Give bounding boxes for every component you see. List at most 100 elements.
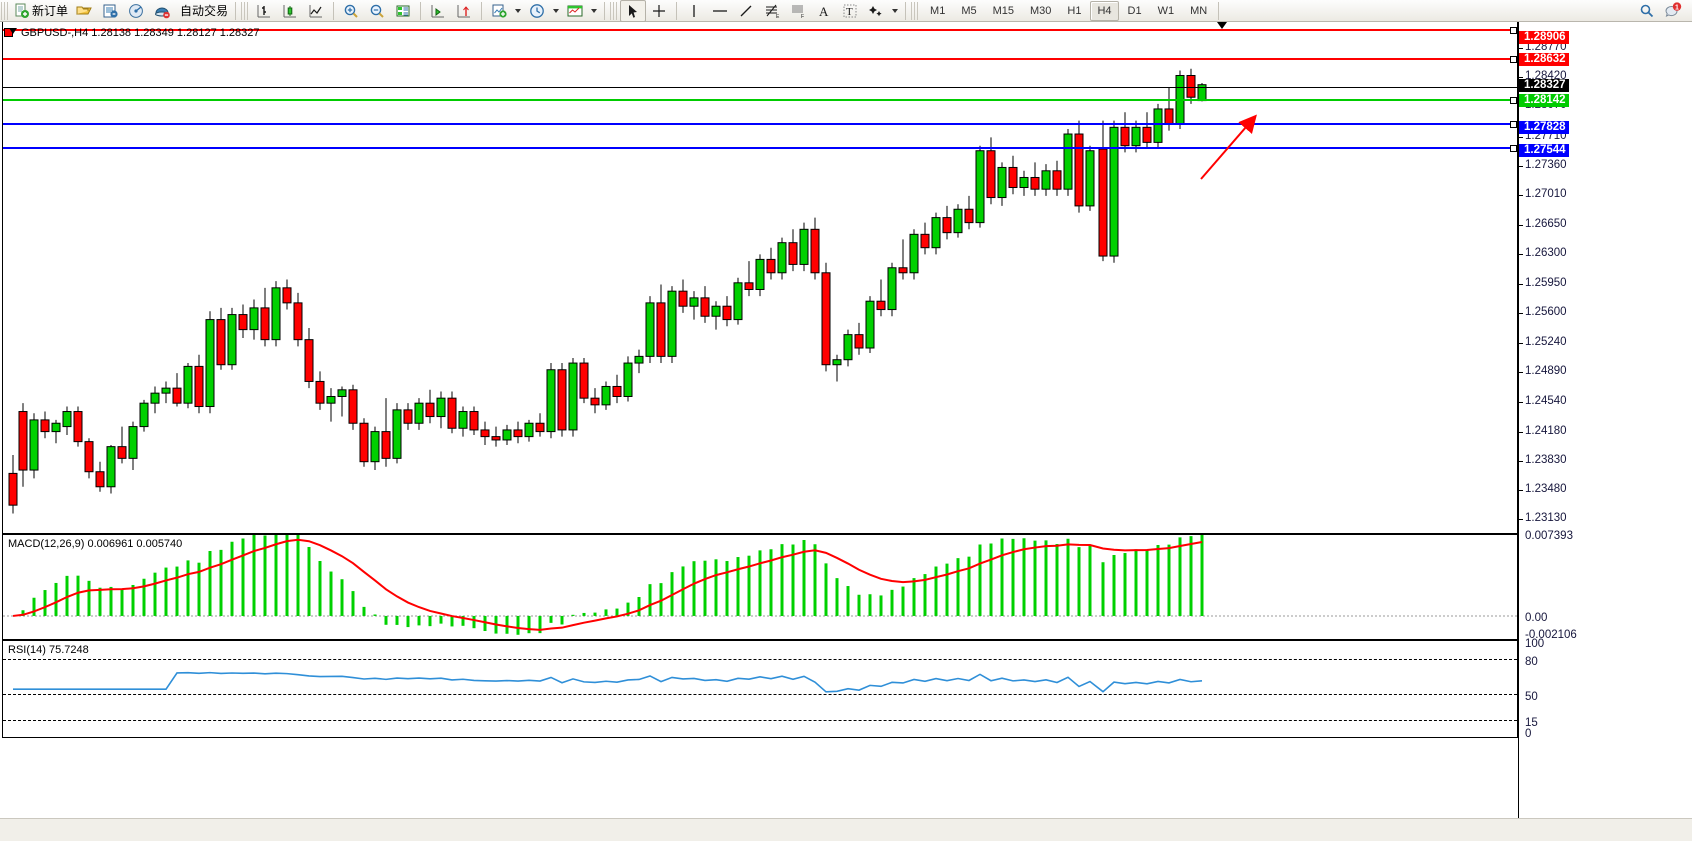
price-tick-label: 1.24180 [1525,424,1567,437]
toolbar-separator-2 [333,1,335,20]
candle [513,421,523,444]
candle [326,388,336,422]
support-line-1[interactable] [3,121,1517,128]
price-tick-label: 1.26300 [1525,247,1567,260]
chart-area[interactable]: GBPUSD-,H4 1.28138 1.28349 1.28127 1.283… [0,22,1692,840]
period-dropdown-caret[interactable] [553,8,560,13]
indicators-icon [492,4,507,18]
vertical-line-button[interactable] [681,0,707,22]
current-price-line [3,87,1517,88]
timeframe-m30[interactable]: M30 [1030,4,1052,17]
new-order-label: 新订单 [32,4,69,18]
rsi-pane[interactable]: RSI(14) 75.7248 [2,640,1518,738]
toolbar-grip[interactable] [1,1,8,20]
line-handle[interactable] [1510,27,1517,34]
autotrading-button[interactable]: 自动交易 [175,0,231,22]
candlestick-chart-button[interactable] [277,0,303,22]
channel-icon: F [792,5,804,19]
candle [1019,170,1029,196]
line-handle[interactable] [1510,121,1517,128]
resistance-line-1[interactable] [3,27,1517,34]
search-button[interactable] [1634,0,1660,22]
candle [293,292,303,347]
candle [843,329,853,367]
toolbar-grip-3[interactable] [610,1,618,20]
price-tick-label: 1.24890 [1525,365,1567,378]
price-pane[interactable]: GBPUSD-,H4 1.28138 1.28349 1.28127 1.283… [2,22,1518,534]
price-tick-mark [1519,372,1523,374]
price-marker-resistance[interactable]: 1.28906 [1519,30,1569,44]
support-line-2[interactable] [3,145,1517,152]
candle [931,212,941,255]
templates-dropdown-caret[interactable] [591,8,598,13]
price-marker-support[interactable]: 1.27544 [1519,144,1569,158]
chart-shift-button[interactable] [425,0,451,22]
new-order-button[interactable]: 新订单 [11,0,71,22]
toolbar-grip-4[interactable] [911,1,919,20]
candle [788,229,798,272]
price-marker-current-price[interactable]: 1.28327 [1519,78,1569,92]
shapes-dropdown-caret[interactable] [892,8,899,13]
shapes-button[interactable] [863,0,889,22]
price-marker-resistance[interactable]: 1.28632 [1519,53,1569,67]
text-button[interactable]: A [811,0,837,22]
candle [942,205,952,240]
candle [183,363,193,409]
indicators-dropdown-caret[interactable] [515,8,522,13]
period-button[interactable] [524,0,550,22]
horizontal-line-button[interactable] [707,0,733,22]
main-toolbar: 新订单 自动交易 [0,0,1692,22]
zoom-in-button[interactable] [338,0,364,22]
candle [128,421,138,471]
alerts-button[interactable]: 1 [1660,0,1686,22]
crosshair-button[interactable] [646,0,672,22]
candle [40,411,50,439]
resistance-line-2[interactable] [3,56,1517,63]
trendline-button[interactable] [733,0,759,22]
line-handle[interactable] [1510,97,1517,104]
candle [117,426,127,464]
symbol-expand-arrow-icon[interactable] [9,28,17,34]
cursor-button[interactable] [620,0,647,22]
candle [447,391,457,434]
line-handle[interactable] [1510,145,1517,152]
text-label-icon: T [843,4,857,18]
folder-button[interactable] [71,0,97,22]
timeframe-h1[interactable]: H1 [1067,4,1082,17]
tile-windows-icon [396,5,410,16]
candle [29,413,39,479]
signals-button[interactable] [123,0,149,22]
fibonacci-button[interactable]: E [759,0,785,22]
timeframe-m5[interactable]: M5 [961,4,977,17]
candle [975,145,985,228]
candle [161,381,171,404]
templates-button[interactable] [562,0,588,22]
macd-pane[interactable]: MACD(12,26,9) 0.006961 0.005740 [2,534,1518,640]
expert-advisor-button[interactable] [149,0,175,22]
line-chart-button[interactable] [303,0,329,22]
data-window-button[interactable] [97,0,123,22]
indicators-button[interactable] [486,0,512,22]
zoom-out-button[interactable] [364,0,390,22]
timeframe-w1[interactable]: W1 [1157,4,1175,17]
channel-button[interactable]: F [785,0,811,22]
price-marker-support[interactable]: 1.27828 [1519,120,1569,134]
timeframe-mn[interactable]: MN [1190,4,1208,17]
candle [678,279,688,313]
candle [249,299,259,340]
timeframe-m1[interactable]: M1 [930,4,946,17]
auto-scroll-button[interactable] [451,0,477,22]
timeframe-m15[interactable]: M15 [992,4,1014,17]
tile-windows-button[interactable] [390,0,416,22]
bar-chart-button[interactable] [251,0,277,22]
timeframe-d1[interactable]: D1 [1127,4,1142,17]
timeframe-h4[interactable]: H4 [1090,0,1119,21]
candle [1030,162,1040,196]
candle [194,354,204,414]
price-scale[interactable]: 1.287701.284201.280701.277101.273601.270… [1518,22,1692,818]
toolbar-grip-2[interactable] [241,1,249,20]
line-handle[interactable] [1510,56,1517,63]
price-marker-target[interactable]: 1.28142 [1519,94,1569,108]
text-label-button[interactable]: T [837,0,863,22]
target-line[interactable] [3,97,1517,104]
